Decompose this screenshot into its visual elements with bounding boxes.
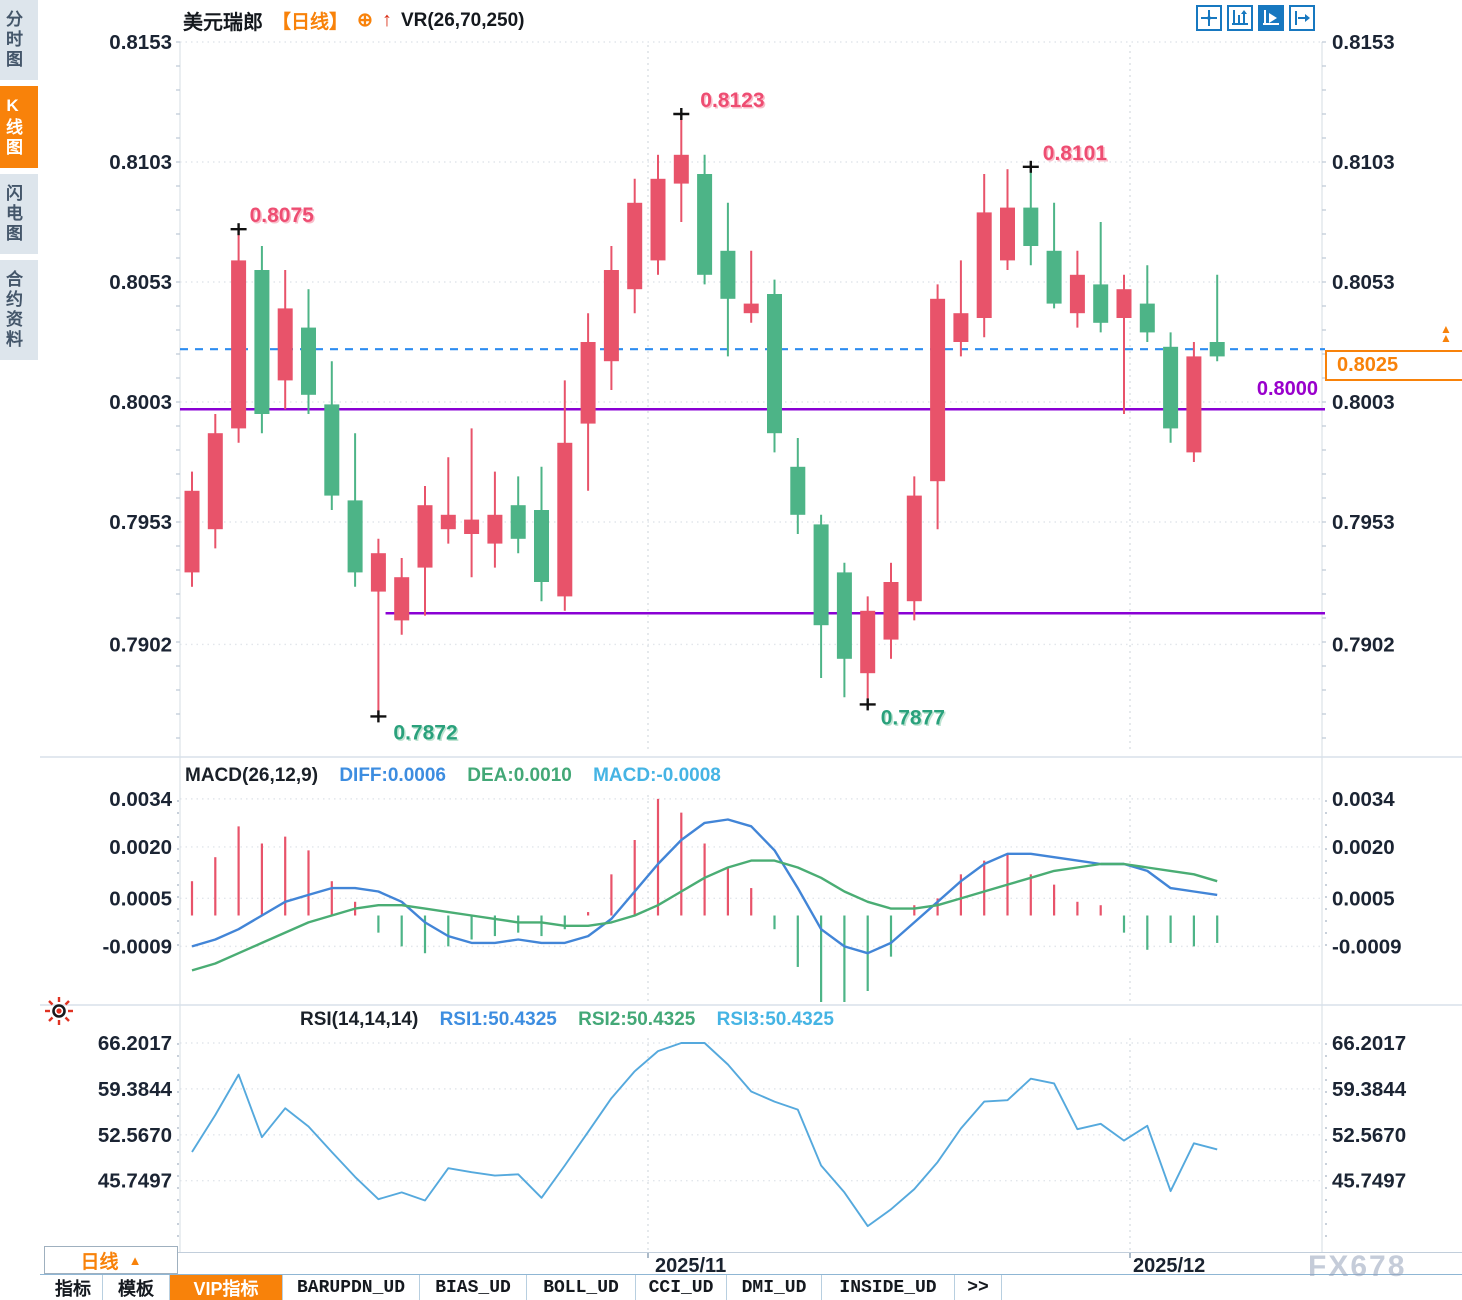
sidebar: 分时图 K线图 闪电图 合约资料: [0, 0, 40, 366]
tab-vip-indicators[interactable]: VIP指标: [170, 1275, 283, 1300]
svg-text:-0.0009: -0.0009: [1332, 935, 1402, 958]
pan-right-icon[interactable]: [1289, 5, 1315, 31]
svg-text:0.8003: 0.8003: [1332, 391, 1395, 414]
rsi-name[interactable]: RSI(14,14,14): [300, 1009, 419, 1030]
crosshair-move-icon[interactable]: [1196, 5, 1222, 31]
sun-icon[interactable]: [44, 996, 74, 1031]
svg-text:0.8101: 0.8101: [1043, 142, 1108, 165]
svg-text:0.7872: 0.7872: [395, 723, 459, 746]
macd-header: MACD(26,12,9) DIFF:0.0006 DEA:0.0010 MAC…: [185, 765, 721, 787]
svg-text:0.8153: 0.8153: [1332, 31, 1395, 54]
tab-cci-ud[interactable]: CCI_UD: [636, 1275, 727, 1300]
add-indicator-icon[interactable]: ⊕: [357, 10, 373, 31]
svg-text:0.8101: 0.8101: [1044, 143, 1109, 166]
svg-text:45.7497: 45.7497: [1332, 1170, 1406, 1193]
period-selector-label: 日线: [80, 1251, 119, 1273]
chart-title-bar: 美元瑞郎 【日线】 ⊕ ↑ VR(26,70,250): [183, 6, 525, 35]
indicator-label[interactable]: VR(26,70,250): [400, 9, 525, 31]
svg-text:45.7497: 45.7497: [98, 1170, 172, 1193]
x-axis-label-november: 2025/11: [655, 1255, 727, 1277]
rsi-header: RSI(14,14,14) RSI1:50.4325 RSI2:50.4325 …: [300, 1009, 834, 1031]
svg-text:0.8003: 0.8003: [109, 391, 172, 414]
svg-text:0.8123: 0.8123: [700, 89, 764, 112]
tab-barupdn-ud[interactable]: BARUPDN_UD: [283, 1275, 420, 1300]
svg-text:0.0005: 0.0005: [1332, 887, 1395, 910]
svg-text:0.8053: 0.8053: [1332, 271, 1395, 294]
svg-text:0.7953: 0.7953: [1332, 511, 1395, 534]
indicator-tab-bar: 指标 模板 VIP指标 BARUPDN_UD BIAS_UD BOLL_UD C…: [40, 1274, 1462, 1300]
macd-dea-value: DEA:0.0010: [467, 765, 572, 786]
axis-fit-icon[interactable]: [1227, 5, 1253, 31]
sidebar-item-flash-chart[interactable]: 闪电图: [0, 174, 38, 254]
rsi3-value: RSI3:50.4325: [716, 1009, 834, 1030]
svg-text:0.8103: 0.8103: [1332, 151, 1395, 174]
period-selector-arrow-icon: ▲: [128, 1252, 142, 1268]
current-price-tag[interactable]: 0.8025: [1325, 350, 1462, 381]
tab-templates[interactable]: 模板: [103, 1275, 170, 1300]
svg-text:0.8075: 0.8075: [250, 204, 315, 227]
svg-text:0.7902: 0.7902: [1332, 633, 1395, 656]
svg-text:0.7877: 0.7877: [882, 708, 946, 731]
svg-text:0.8103: 0.8103: [109, 151, 172, 174]
tab-inside-ud[interactable]: INSIDE_UD: [822, 1275, 955, 1300]
svg-text:0.0020: 0.0020: [109, 836, 172, 859]
level-0-8000-label: 0.8000: [1256, 378, 1318, 400]
svg-text:0.7953: 0.7953: [109, 511, 172, 534]
up-arrow-icon: ↑: [381, 9, 392, 31]
macd-macd-value: MACD:-0.0008: [593, 765, 721, 786]
sidebar-item-contract-info[interactable]: 合约资料: [0, 260, 38, 360]
macd-name[interactable]: MACD(26,12,9): [185, 765, 319, 786]
svg-text:-0.0009: -0.0009: [102, 935, 172, 958]
svg-text:0.7872: 0.7872: [393, 721, 457, 744]
svg-text:0.8153: 0.8153: [109, 31, 172, 54]
axis-play-icon[interactable]: [1258, 5, 1284, 31]
svg-text:0.8075: 0.8075: [251, 206, 316, 229]
svg-text:0.0005: 0.0005: [109, 887, 172, 910]
tab-dmi-ud[interactable]: DMI_UD: [727, 1275, 822, 1300]
svg-text:52.5670: 52.5670: [98, 1124, 172, 1147]
fx678-watermark: FX678: [1308, 1250, 1407, 1283]
svg-text:0.0020: 0.0020: [1332, 836, 1395, 859]
period-tag[interactable]: 【日线】: [272, 12, 349, 33]
tab-boll-ud[interactable]: BOLL_UD: [527, 1275, 636, 1300]
symbol-name: 美元瑞郎: [183, 12, 263, 34]
svg-text:0.7877: 0.7877: [881, 706, 945, 729]
tab-more[interactable]: >>: [955, 1275, 1002, 1300]
svg-text:0.8123: 0.8123: [702, 91, 766, 114]
rsi2-value: RSI2:50.4325: [578, 1009, 696, 1030]
x-axis-line: [178, 1252, 1462, 1253]
price-direction-arrows: ▲ ▲: [1440, 322, 1452, 345]
svg-text:0.8053: 0.8053: [109, 271, 172, 294]
rsi1-value: RSI1:50.4325: [439, 1009, 557, 1030]
tab-indicators[interactable]: 指标: [44, 1275, 103, 1300]
svg-text:52.5670: 52.5670: [1332, 1124, 1406, 1147]
x-axis-label-december: 2025/12: [1133, 1255, 1206, 1277]
svg-text:66.2017: 66.2017: [98, 1032, 172, 1055]
svg-text:0.7902: 0.7902: [109, 633, 172, 656]
tab-bias-ud[interactable]: BIAS_UD: [420, 1275, 527, 1300]
svg-text:0.0034: 0.0034: [109, 788, 172, 811]
chart-toolbar: [1196, 5, 1315, 31]
sidebar-item-kline-chart[interactable]: K线图: [0, 86, 38, 168]
svg-text:0.0034: 0.0034: [1332, 788, 1395, 811]
macd-diff-value: DIFF:0.0006: [339, 765, 446, 786]
period-selector[interactable]: 日线 ▲: [44, 1246, 178, 1274]
svg-text:59.3844: 59.3844: [1332, 1078, 1407, 1101]
svg-text:66.2017: 66.2017: [1332, 1032, 1406, 1055]
sidebar-item-time-chart[interactable]: 分时图: [0, 0, 38, 80]
svg-text:59.3844: 59.3844: [98, 1078, 173, 1101]
